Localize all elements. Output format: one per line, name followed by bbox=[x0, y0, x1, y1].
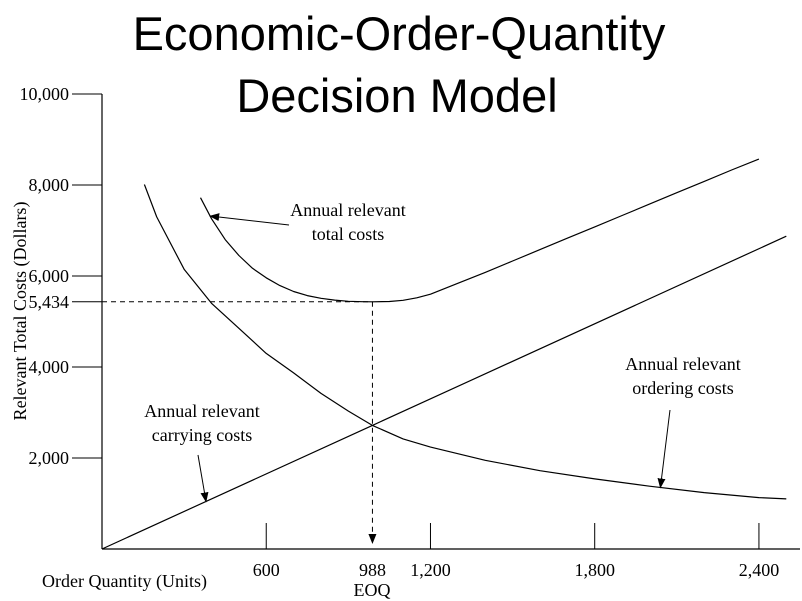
y-tick-label-3: 6,000 bbox=[29, 266, 70, 286]
x-tick-label-2: 1,200 bbox=[410, 560, 451, 580]
annotation-carrying-costs-line-1: carrying costs bbox=[152, 425, 252, 445]
chart-title-line-2: Decision Model bbox=[236, 69, 558, 122]
annotation-total-costs-line-1: total costs bbox=[312, 224, 385, 244]
annotation-total-costs-line-0: Annual relevant bbox=[290, 200, 405, 220]
chart-title-line-1: Economic-Order-Quantity bbox=[132, 7, 666, 60]
x-tick-label-1: 988 bbox=[359, 560, 386, 580]
x-axis-label: Order Quantity (Units) bbox=[42, 571, 207, 592]
x-tick-label-3: 1,800 bbox=[574, 560, 615, 580]
series-line-0 bbox=[199, 158, 760, 303]
y-tick-label-4: 8,000 bbox=[29, 175, 70, 195]
y-axis-label: Relevant Total Costs (Dollars) bbox=[10, 202, 31, 421]
annotation-carrying-costs-line-0: Annual relevant bbox=[144, 401, 259, 421]
y-tick-label-2: 5,434 bbox=[29, 292, 70, 312]
x-tick-label-0: 600 bbox=[253, 560, 280, 580]
eoq-label: EOQ bbox=[354, 580, 391, 600]
x-tick-label-4: 2,400 bbox=[739, 560, 780, 580]
annotation-ordering-costs-arrow bbox=[657, 409, 671, 489]
annotation-carrying-costs-arrow bbox=[197, 454, 209, 503]
y-tick-label-0: 2,000 bbox=[29, 448, 70, 468]
y-tick-label-5: 10,000 bbox=[20, 84, 70, 104]
y-tick-label-1: 4,000 bbox=[29, 357, 70, 377]
series-line-2 bbox=[143, 184, 787, 500]
annotation-ordering-costs-line-1: ordering costs bbox=[632, 378, 733, 398]
annotation-ordering-costs-line-0: Annual relevant bbox=[625, 354, 740, 374]
annotation-total-costs-arrow bbox=[209, 213, 290, 226]
